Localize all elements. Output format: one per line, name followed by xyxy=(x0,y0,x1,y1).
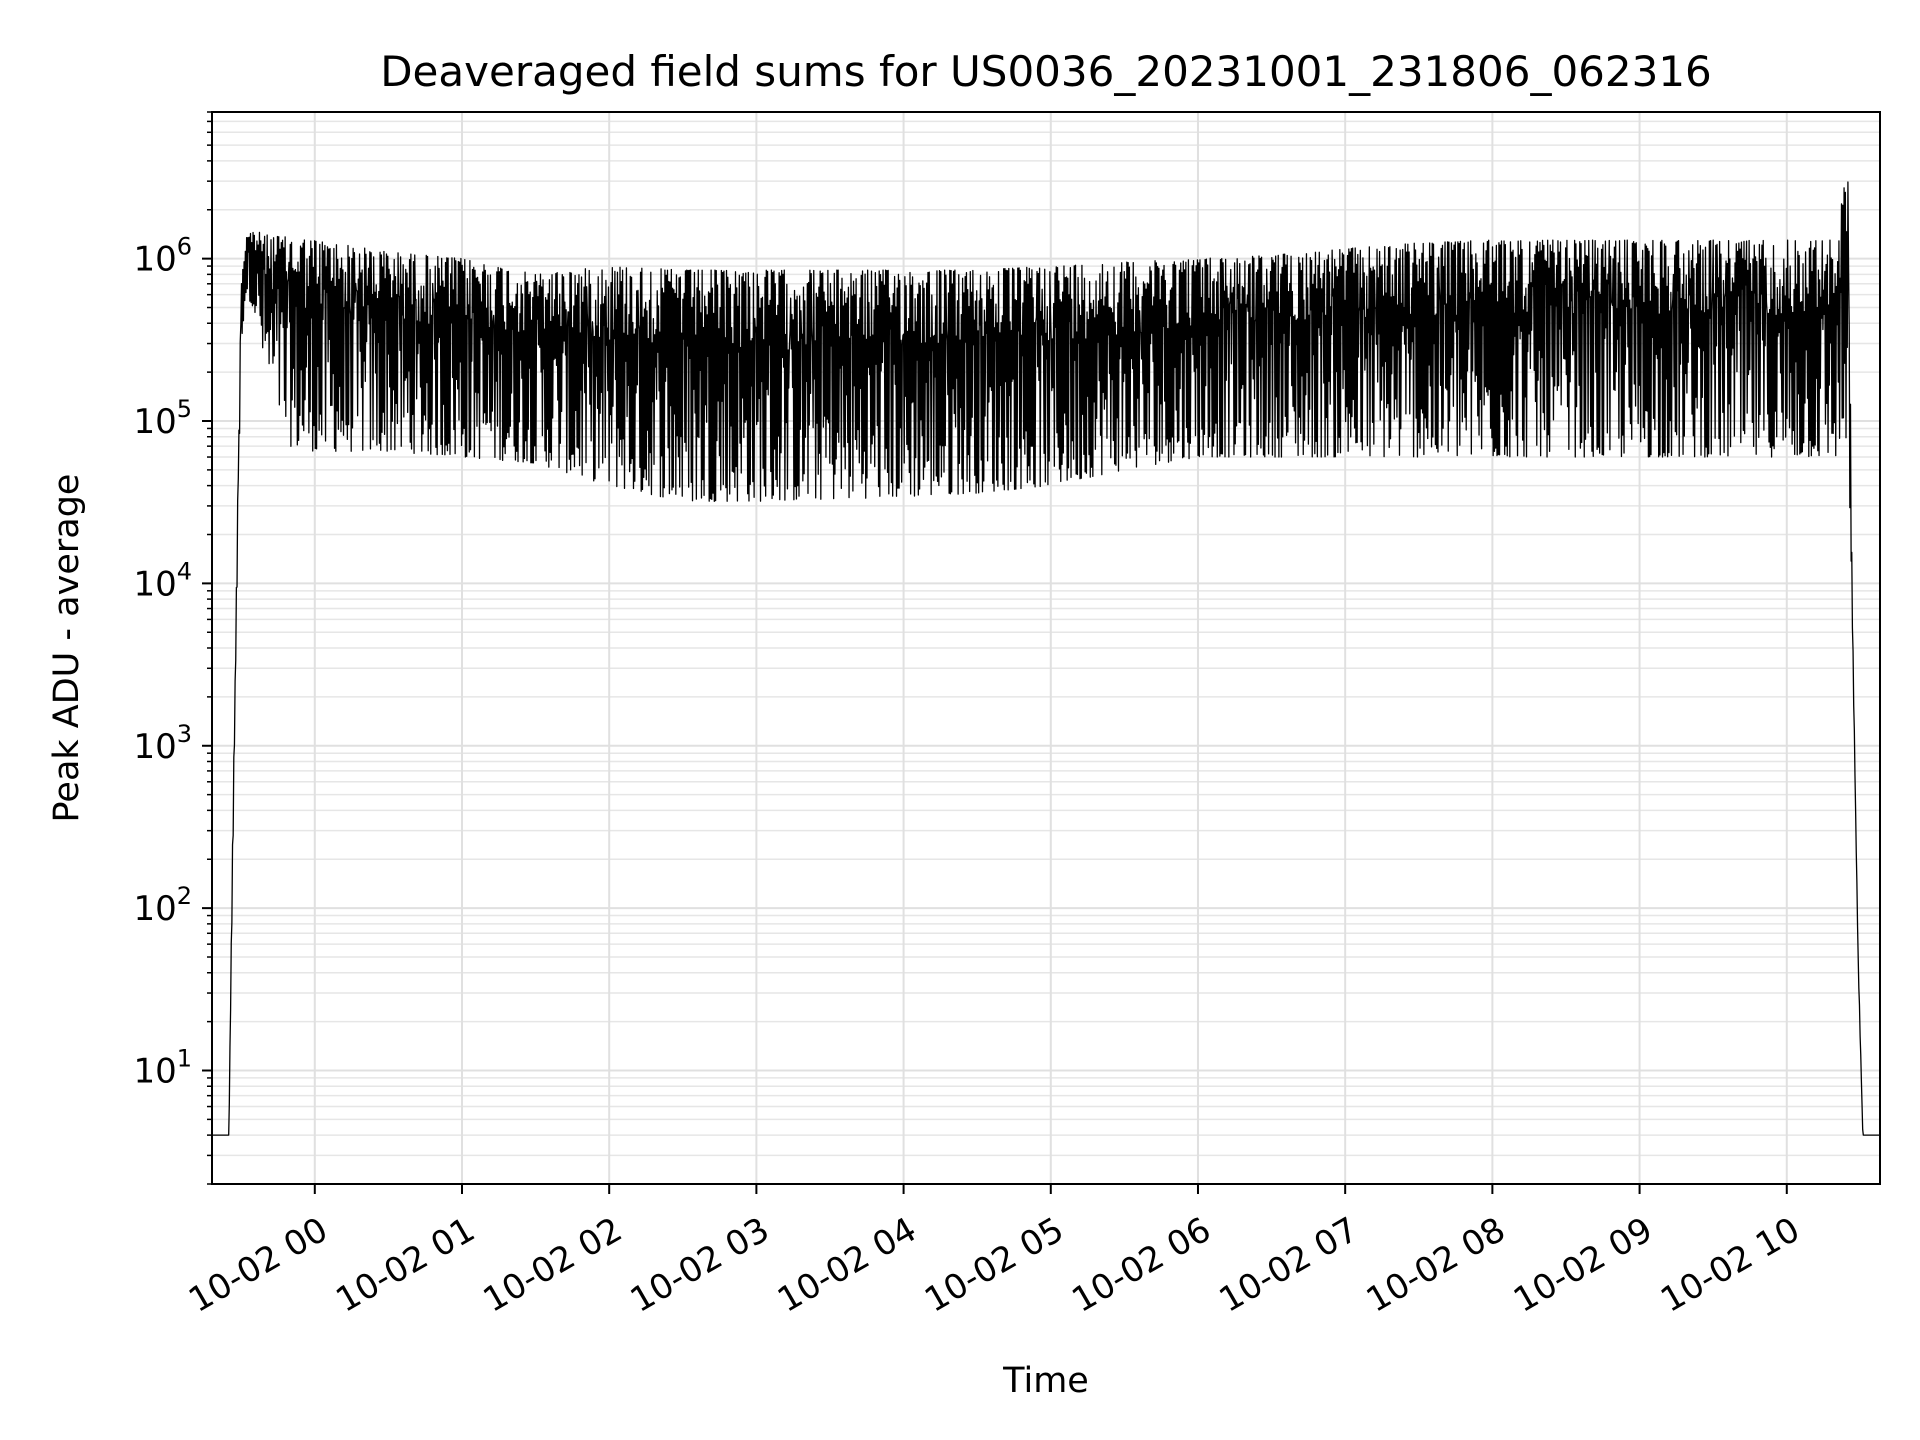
y-axis-label: Peak ADU - average xyxy=(47,474,87,823)
y-tick-label: 101 xyxy=(133,1045,192,1092)
series-layer xyxy=(211,181,1881,1136)
chart-title: Deaveraged field sums for US0036_2023100… xyxy=(380,47,1712,96)
y-tick-label: 104 xyxy=(133,557,192,604)
series-line xyxy=(211,181,1881,1136)
y-tick-label: 106 xyxy=(133,233,192,280)
grid xyxy=(212,111,1880,1185)
y-tick-label: 102 xyxy=(133,882,192,929)
x-axis-label: Time xyxy=(1002,1361,1089,1401)
y-axis: 101 102 103 104 105 106 xyxy=(133,111,212,1185)
y-tick-label: 105 xyxy=(133,395,192,442)
y-tick-label: 103 xyxy=(133,720,192,767)
